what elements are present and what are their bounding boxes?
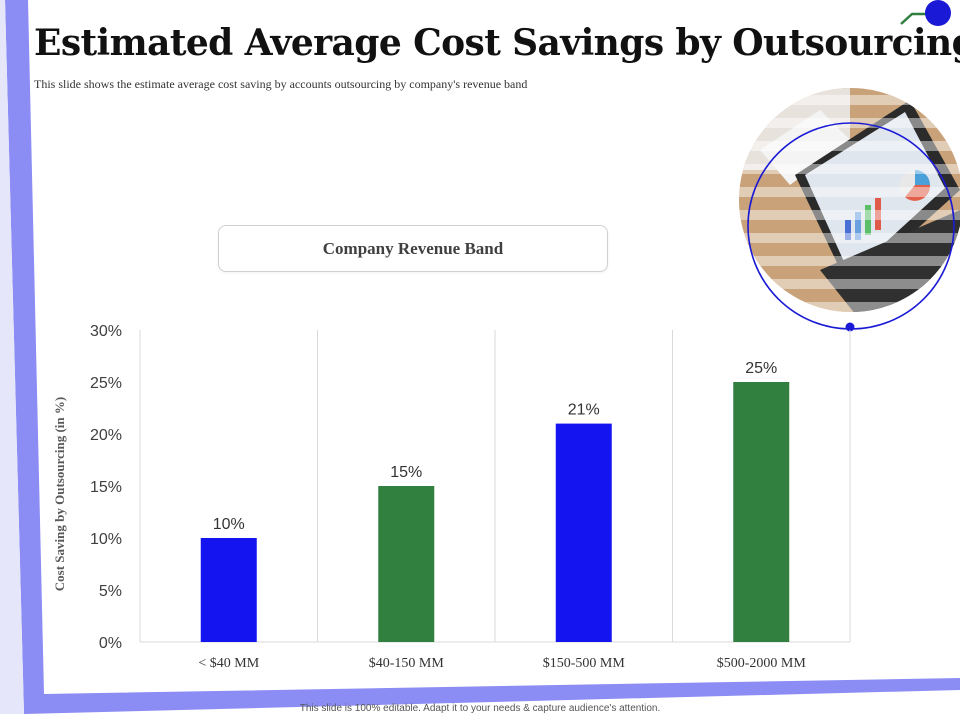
y-tick-label: 20% [90,427,122,444]
y-axis-title: Cost Saving by Outsourcing (in %) [52,397,67,591]
ring-dot-icon [845,322,855,332]
y-tick-label: 5% [99,583,122,600]
bar [378,486,435,642]
bar-value-label: 21% [568,402,600,419]
bar [555,423,612,642]
bar [733,382,790,642]
x-tick-label: < $40 MM [198,656,259,671]
footer-note: This slide is 100% editable. Adapt it to… [299,703,661,714]
slide-subtitle: This slide shows the estimate average co… [34,77,528,91]
circle-node-icon [925,0,951,26]
chart-title-box: Company Revenue Band [218,225,608,272]
bar [200,538,257,642]
y-tick-label: 10% [90,531,122,548]
y-tick-label: 25% [90,375,122,392]
bar-value-label: 15% [390,464,422,481]
y-tick-label: 0% [99,635,122,652]
slide-title: Estimated Average Cost Savings by Outsou… [34,22,960,64]
bar-value-label: 10% [213,516,245,533]
x-tick-label: $150-500 MM [543,656,626,671]
x-tick-label: $40-150 MM [369,656,445,671]
connector-line [900,12,928,25]
x-tick-label: $500-2000 MM [717,656,807,671]
bar-value-label: 25% [745,360,777,377]
y-tick-label: 30% [90,323,122,340]
frame-shadow [0,0,24,714]
y-tick-label: 15% [90,479,122,496]
